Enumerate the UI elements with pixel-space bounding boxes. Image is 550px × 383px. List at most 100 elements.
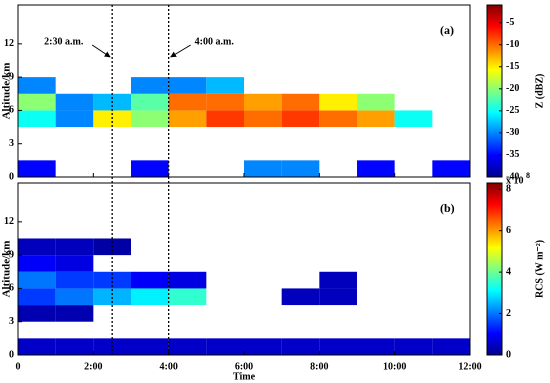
colorbar-exponent: 8 [526, 171, 530, 180]
colorbar-scale: x 10 [506, 175, 524, 186]
heatmap-cell [93, 288, 131, 306]
x-axis-label: Time [233, 371, 256, 382]
annotation-arrow [170, 44, 191, 58]
heatmap-cell [55, 271, 94, 289]
heatmap-cell [244, 338, 282, 355]
heatmap-cell [168, 271, 207, 289]
annotation-arrow [91, 44, 111, 58]
heatmap-cell [168, 288, 207, 306]
x-tick-label: 8:00 [310, 361, 328, 372]
heatmap-cell [18, 255, 56, 272]
heatmap-cell [319, 93, 357, 111]
heatmap-cell [18, 338, 56, 355]
x-tick-label: 10:00 [383, 361, 406, 372]
heatmap-cell [394, 338, 433, 355]
heatmap-cell [55, 255, 94, 272]
heatmap-cell [319, 271, 357, 289]
heatmap-cell [18, 238, 56, 256]
heatmap-cell [244, 110, 282, 128]
colorbar-tick-label: -40 [506, 171, 519, 182]
heatmap-cell [319, 110, 357, 128]
colorbar [486, 182, 503, 356]
heatmap-cell [131, 271, 169, 289]
heatmap-cell [206, 338, 244, 355]
y-axis-label: Altitude/km [1, 63, 13, 120]
heatmap-cell [131, 77, 169, 94]
panel-label: (a) [440, 23, 454, 37]
heatmap-cell [18, 288, 56, 306]
colorbar [486, 4, 503, 178]
heatmap-cell [357, 93, 395, 111]
colorbar-tick-label: 2 [506, 308, 511, 319]
heatmap-cell [319, 338, 357, 355]
heatmap-cell [131, 160, 169, 177]
heatmap-cell [357, 338, 395, 355]
colorbar-tick-label: 0 [506, 349, 511, 360]
colorbar-tick-label: -35 [506, 149, 519, 160]
heatmap-cell [55, 305, 94, 322]
heatmap-cell [281, 338, 320, 355]
heatmap-cell [206, 93, 244, 111]
annotation: 2:30 a.m. [44, 36, 84, 47]
x-tick-label: 12:00 [458, 361, 481, 372]
heatmap-cell [131, 93, 169, 111]
heatmap-cell [93, 271, 131, 289]
y-tick-label: 0 [9, 171, 14, 182]
colorbar-tick-label: -10 [506, 39, 519, 50]
heatmap-cell [281, 110, 320, 128]
heatmap-cell [131, 110, 169, 128]
x-tick-label: 2:00 [84, 361, 102, 372]
heatmap-cell [55, 238, 94, 256]
heatmap-cell [55, 338, 94, 355]
colorbar-label: RCS (W m⁻²) [534, 240, 545, 298]
heatmap-cell [168, 110, 207, 128]
y-tick-label: 12 [4, 38, 14, 49]
heatmap-cell [206, 77, 244, 94]
y-tick-label: 6 [9, 105, 14, 116]
heatmap-cell [18, 110, 56, 128]
y-tick-label: 3 [9, 316, 14, 327]
panel-label: (b) [440, 201, 455, 215]
heatmap-cell [168, 77, 207, 94]
y-axis-label: Altitude/km [1, 241, 13, 298]
y-tick-label: 9 [9, 71, 14, 82]
heatmap-cell [394, 110, 433, 128]
colorbar-tick-label: 6 [506, 225, 511, 236]
heatmap-cell [168, 338, 207, 355]
heatmap-cell [18, 305, 56, 322]
heatmap-cell [244, 160, 282, 177]
heatmap-cell [244, 93, 282, 111]
heatmap-cell [281, 93, 320, 111]
y-tick-label: 9 [9, 249, 14, 260]
colorbar-tick-label: 8 [506, 184, 511, 195]
colorbar-tick-label: -30 [506, 127, 519, 138]
heatmap-cell [319, 288, 357, 306]
annotation: 4:00 a.m. [195, 36, 235, 47]
colorbar-tick-label: 4 [506, 266, 511, 277]
heatmap-cell [18, 77, 56, 94]
heatmap-cell [357, 160, 395, 177]
heatmap-cell [206, 110, 244, 128]
y-tick-label: 0 [9, 349, 14, 360]
heatmap-cell [18, 160, 56, 177]
x-tick-label: 6:00 [235, 361, 253, 372]
y-tick-label: 12 [4, 216, 14, 227]
heatmap-cell [55, 93, 94, 111]
heatmap-cell [432, 160, 470, 177]
x-tick-label: 4:00 [159, 361, 177, 372]
heatmap-cell [281, 288, 320, 306]
colorbar-tick-label: -5 [506, 17, 514, 28]
heatmap-cell [18, 93, 56, 111]
y-tick-label: 6 [9, 283, 14, 294]
colorbar-label: Z (dBZ) [534, 74, 545, 109]
heatmap-cell [18, 271, 56, 289]
heatmap-cell [55, 288, 94, 306]
y-tick-label: 3 [9, 138, 14, 149]
colorbar-tick-label: -20 [506, 83, 519, 94]
x-tick-label: 0 [16, 361, 21, 372]
colorbar-tick-label: -25 [506, 105, 519, 116]
colorbar-tick-label: -15 [506, 61, 519, 72]
heatmap-cell [432, 338, 470, 355]
heatmap-cell [131, 288, 169, 306]
